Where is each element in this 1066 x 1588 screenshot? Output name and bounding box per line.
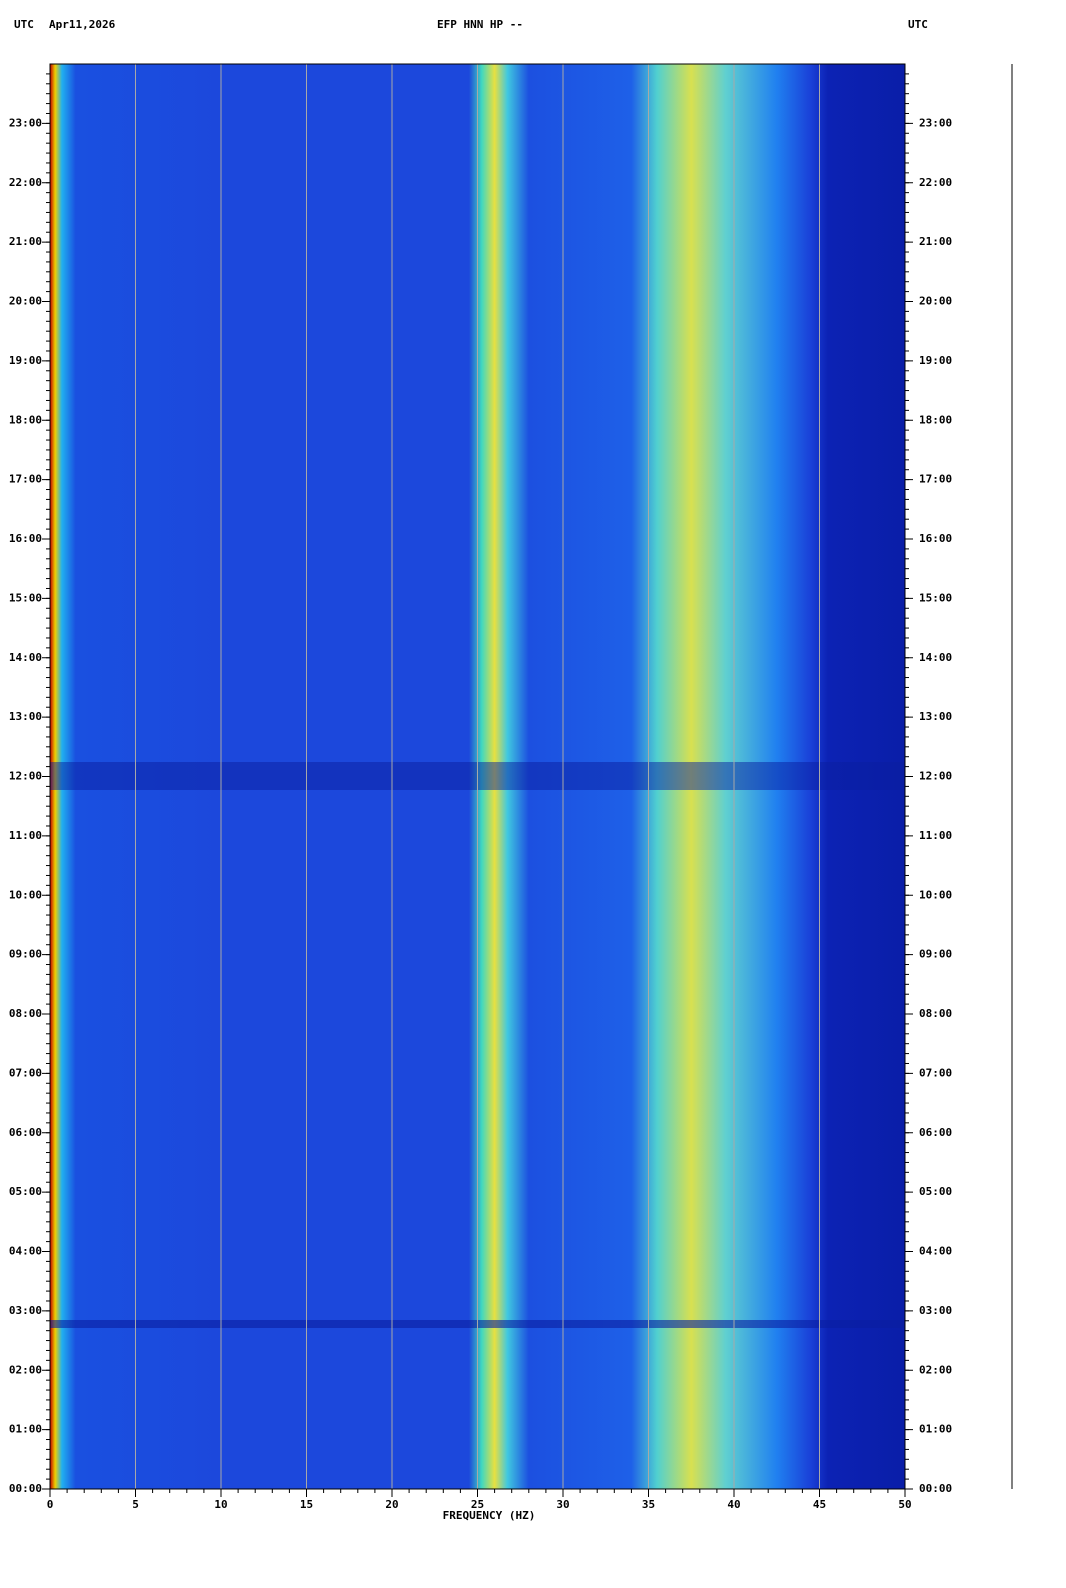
y-tick-label: 02:00	[9, 1363, 42, 1376]
y-tick-label: 12:00	[919, 770, 952, 783]
left-label: UTC	[14, 18, 34, 31]
y-tick-label: 17:00	[919, 473, 952, 486]
y-tick-label: 20:00	[919, 295, 952, 308]
y-tick-label: 23:00	[9, 116, 42, 129]
y-tick-label: 09:00	[9, 948, 42, 961]
x-tick-label: 40	[727, 1498, 740, 1511]
y-tick-label: 21:00	[919, 235, 952, 248]
y-tick-label: 16:00	[919, 532, 952, 545]
y-tick-label: 10:00	[919, 888, 952, 901]
y-tick-label: 11:00	[919, 829, 952, 842]
y-tick-label: 08:00	[919, 1007, 952, 1020]
y-tick-label: 20:00	[9, 295, 42, 308]
y-tick-label: 00:00	[9, 1482, 42, 1495]
y-tick-label: 13:00	[9, 710, 42, 723]
y-tick-label: 11:00	[9, 829, 42, 842]
y-tick-label: 22:00	[9, 176, 42, 189]
y-tick-label: 03:00	[9, 1304, 42, 1317]
y-tick-label: 18:00	[9, 413, 42, 426]
x-tick-label: 10	[214, 1498, 227, 1511]
y-tick-label: 05:00	[9, 1185, 42, 1198]
y-tick-label: 14:00	[919, 651, 952, 664]
y-tick-label: 14:00	[9, 651, 42, 664]
y-tick-label: 18:00	[919, 413, 952, 426]
y-tick-label: 06:00	[9, 1126, 42, 1139]
y-tick-label: 15:00	[9, 591, 42, 604]
y-tick-label: 01:00	[9, 1423, 42, 1436]
y-tick-label: 04:00	[919, 1245, 952, 1258]
x-tick-label: 50	[898, 1498, 911, 1511]
x-tick-label: 25	[471, 1498, 484, 1511]
x-tick-label: 20	[385, 1498, 398, 1511]
date: Apr11,2026	[49, 18, 116, 31]
y-tick-label: 16:00	[9, 532, 42, 545]
y-tick-label: 10:00	[9, 888, 42, 901]
y-tick-label: 07:00	[9, 1066, 42, 1079]
y-tick-label: 21:00	[9, 235, 42, 248]
y-tick-label: 08:00	[9, 1007, 42, 1020]
x-tick-label: 0	[47, 1498, 54, 1511]
chart-title: EFP HNN HP --	[437, 18, 523, 31]
y-tick-label: 19:00	[9, 354, 42, 367]
plot-frame	[49, 63, 906, 1490]
x-tick-label: 5	[132, 1498, 139, 1511]
y-tick-label: 06:00	[919, 1126, 952, 1139]
y-tick-label: 15:00	[919, 591, 952, 604]
y-tick-label: 17:00	[9, 473, 42, 486]
y-tick-label: 23:00	[919, 116, 952, 129]
y-tick-label: 22:00	[919, 176, 952, 189]
y-tick-label: 19:00	[919, 354, 952, 367]
y-tick-label: 09:00	[919, 948, 952, 961]
x-axis-label: FREQUENCY (HZ)	[443, 1509, 536, 1522]
y-tick-label: 01:00	[919, 1423, 952, 1436]
y-tick-label: 05:00	[919, 1185, 952, 1198]
x-tick-label: 45	[813, 1498, 826, 1511]
y-tick-label: 07:00	[919, 1066, 952, 1079]
y-tick-label: 00:00	[919, 1482, 952, 1495]
y-tick-label: 04:00	[9, 1245, 42, 1258]
y-tick-label: 03:00	[919, 1304, 952, 1317]
x-tick-label: 30	[556, 1498, 569, 1511]
x-tick-label: 15	[300, 1498, 313, 1511]
x-tick-label: 35	[642, 1498, 655, 1511]
y-tick-label: 13:00	[919, 710, 952, 723]
y-tick-label: 12:00	[9, 770, 42, 783]
y-tick-label: 02:00	[919, 1363, 952, 1376]
right-label: UTC	[908, 18, 928, 31]
